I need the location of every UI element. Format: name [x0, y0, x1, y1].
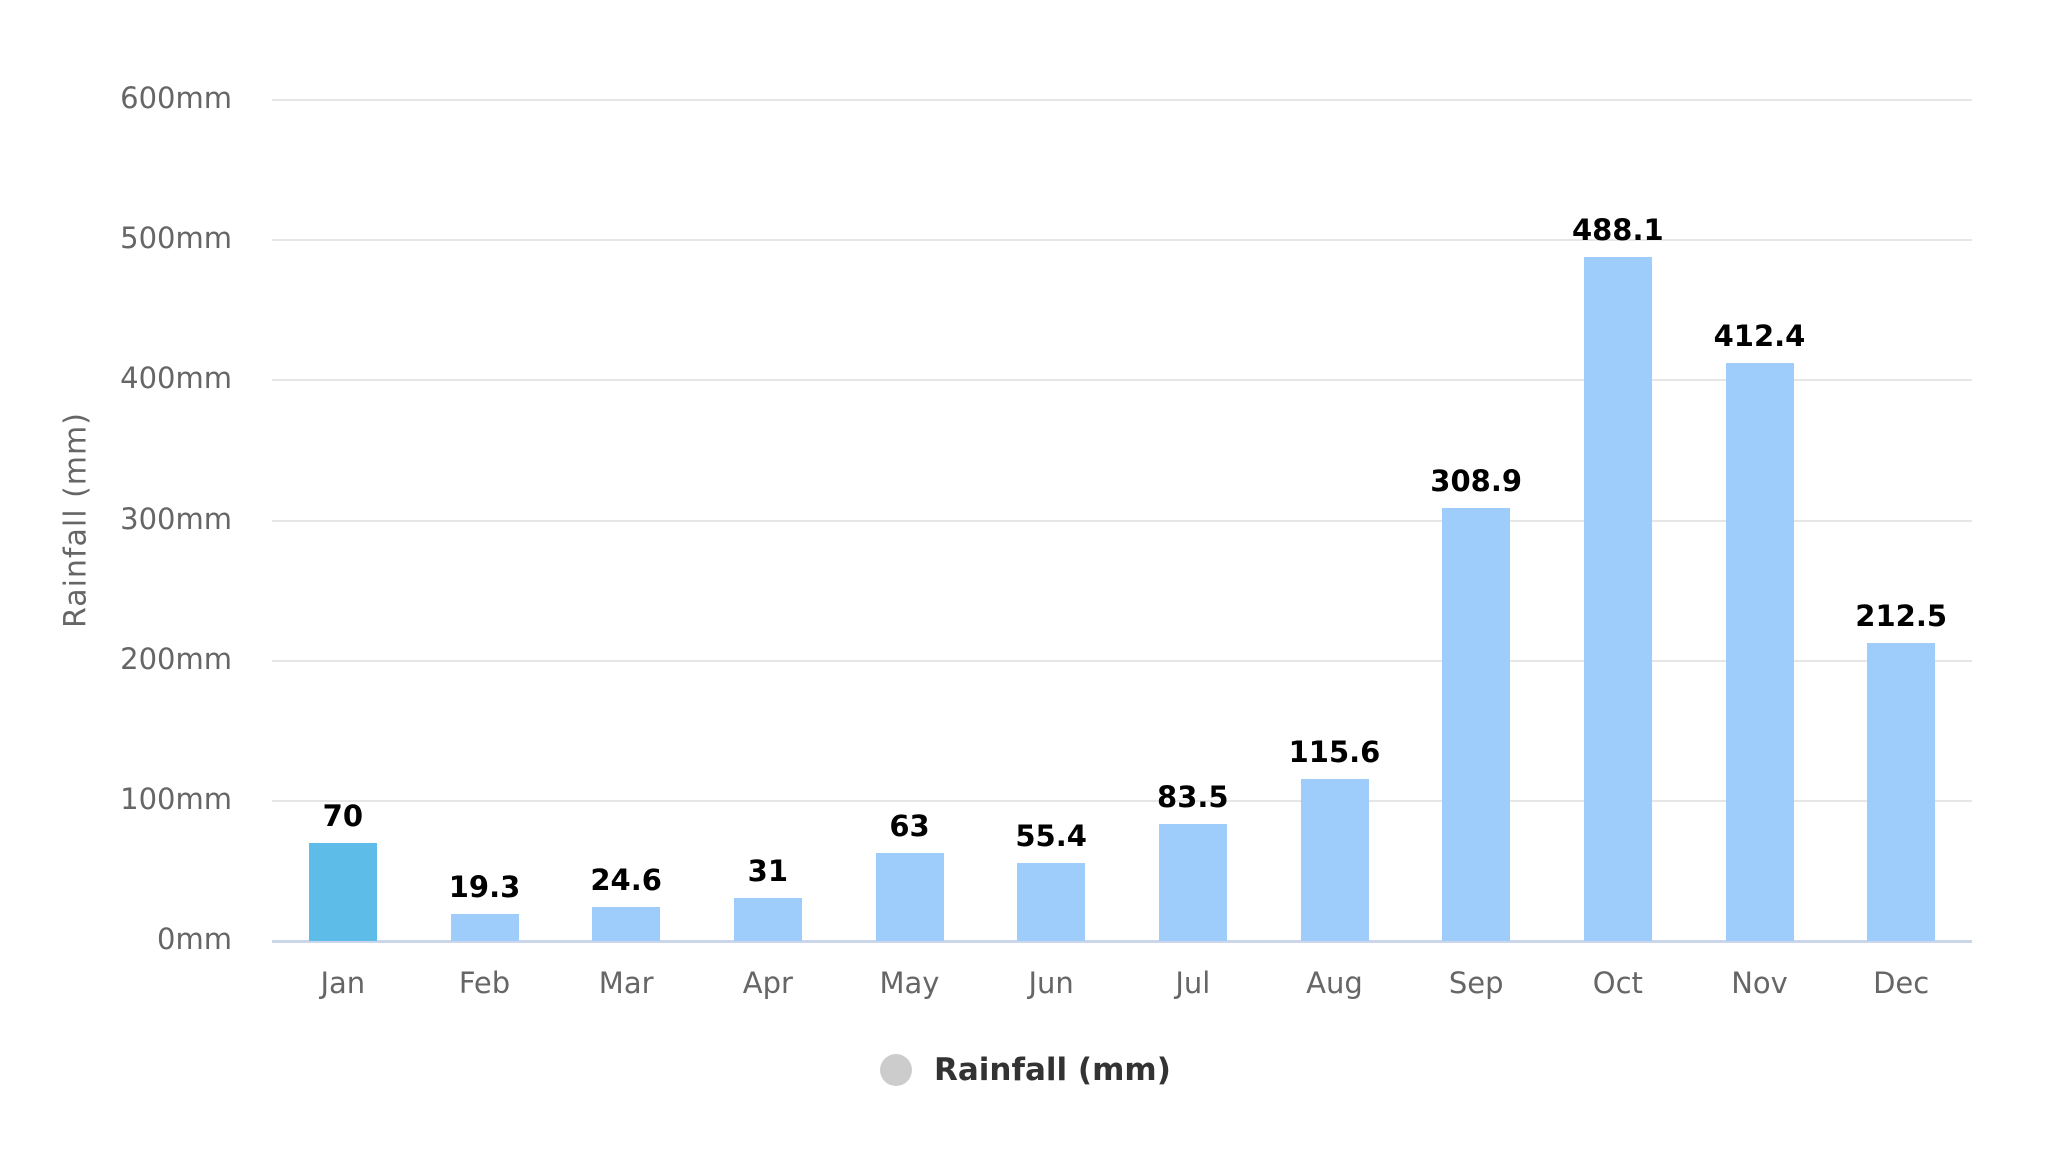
x-tick-label: Mar — [598, 966, 654, 1000]
bar-jun[interactable] — [1017, 863, 1086, 941]
data-label: 55.4 — [1015, 819, 1087, 854]
x-tick-label: Feb — [458, 966, 511, 1000]
data-label: 19.3 — [448, 869, 521, 904]
y-tick-label: 300mm — [120, 501, 232, 536]
y-tick-label: 400mm — [120, 361, 232, 396]
data-label: 83.5 — [1157, 779, 1229, 814]
legend-label[interactable]: Rainfall (mm) — [934, 1052, 1171, 1088]
data-label: 31 — [747, 853, 788, 888]
bar-sep[interactable] — [1442, 508, 1511, 941]
gridline — [272, 519, 1972, 522]
data-label: 63 — [889, 808, 930, 843]
bar-feb[interactable] — [450, 913, 519, 941]
gridline — [272, 659, 1972, 662]
data-label: 212.5 — [1855, 599, 1948, 634]
x-tick-label: Apr — [742, 966, 793, 1000]
y-tick-label: 0mm — [157, 922, 232, 956]
gridline — [272, 99, 1972, 101]
x-tick-label: Dec — [1873, 966, 1930, 1000]
bar-may[interactable] — [875, 852, 944, 941]
bar-oct[interactable] — [1583, 256, 1652, 941]
data-label: 488.1 — [1571, 212, 1664, 247]
bar-apr[interactable] — [733, 897, 802, 941]
gridline — [272, 239, 1972, 242]
data-label: 412.4 — [1713, 318, 1806, 353]
y-tick-label: 600mm — [120, 81, 232, 115]
x-tick-label: Aug — [1306, 966, 1363, 1000]
x-tick-label: Nov — [1731, 966, 1788, 1000]
plot-area: 70 19.3 24.6 31 63 55.4 83.5 115.6 308.9 488.1 412… — [272, 99, 1972, 943]
data-label: 308.9 — [1430, 464, 1523, 499]
bar-aug[interactable] — [1300, 778, 1369, 941]
x-tick-label: Jul — [1175, 966, 1211, 1000]
x-tick-label: Sep — [1448, 966, 1504, 1000]
x-tick-label: May — [879, 966, 940, 1000]
y-tick-label: 100mm — [120, 781, 232, 816]
x-tick-label: Oct — [1592, 966, 1643, 1000]
bar-jul[interactable] — [1158, 823, 1227, 941]
legend-symbol-icon — [880, 1054, 912, 1086]
x-tick-label: Jun — [1028, 966, 1074, 1000]
x-tick-label: Jan — [320, 966, 366, 1000]
x-axis-line — [272, 940, 1972, 943]
y-tick-label: 200mm — [120, 641, 232, 676]
data-label: 115.6 — [1288, 734, 1381, 769]
gridline — [272, 799, 1972, 802]
data-label: 70 — [322, 798, 364, 833]
data-label: 24.6 — [590, 862, 662, 897]
bar-dec[interactable] — [1867, 643, 1936, 941]
y-tick-label: 500mm — [120, 221, 232, 256]
bar-jan[interactable] — [308, 842, 377, 941]
gridline — [272, 379, 1972, 382]
bar-mar[interactable] — [592, 906, 661, 941]
legend[interactable]: Rainfall (mm) — [880, 1052, 1171, 1088]
bar-nov[interactable] — [1725, 362, 1794, 941]
